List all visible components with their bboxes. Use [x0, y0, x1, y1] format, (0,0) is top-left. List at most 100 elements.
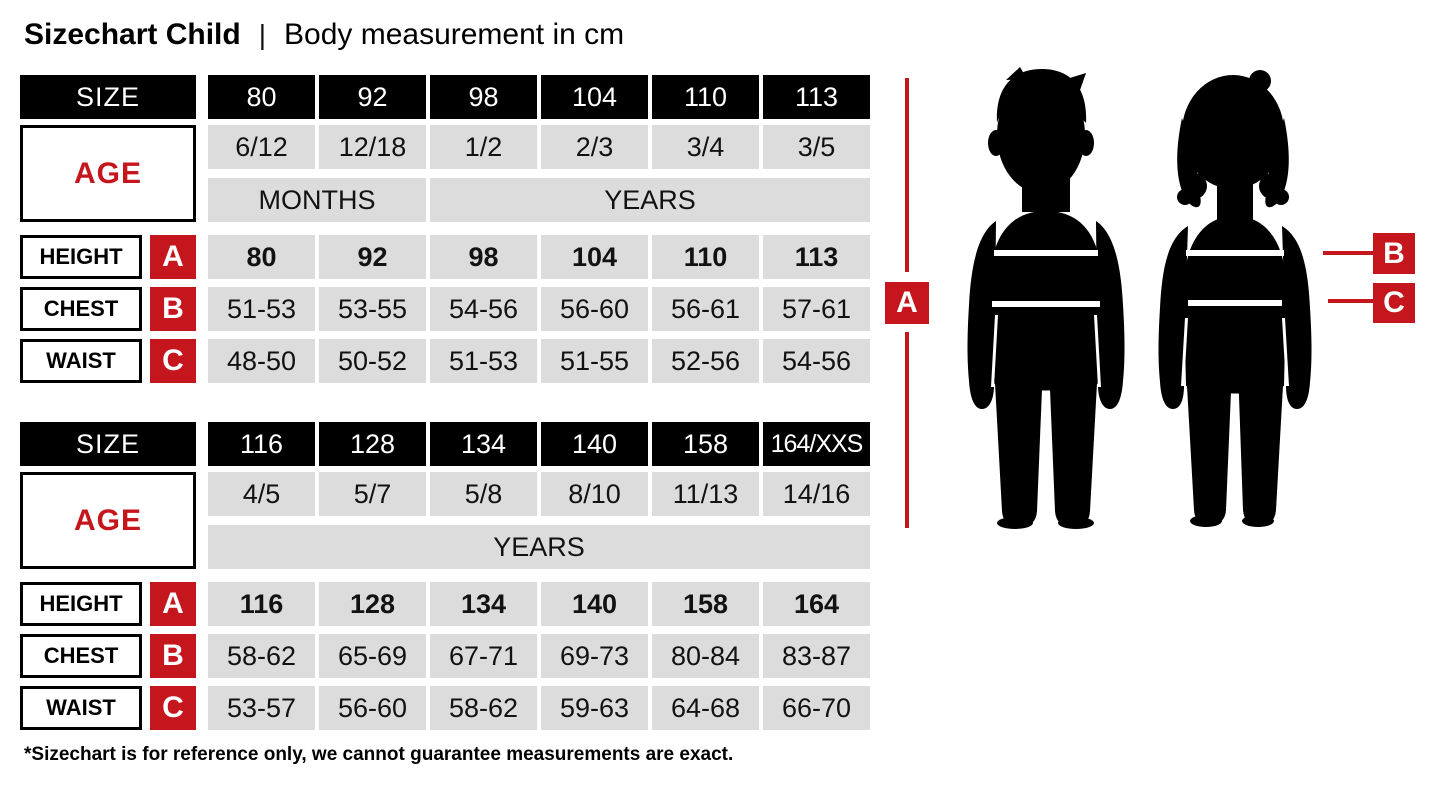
size-header-cell: 92: [319, 75, 426, 119]
waist-cell: 64-68: [652, 686, 759, 730]
chest-cell: 56-61: [652, 287, 759, 331]
height-cell: 164: [763, 582, 870, 626]
age-cell: 3/5: [763, 125, 870, 169]
height-cell: 104: [541, 235, 648, 279]
page-title-subtitle: Body measurement in cm: [284, 18, 625, 51]
page-title: Sizechart Child | Body measurement in cm: [24, 18, 624, 52]
height-cell: 134: [430, 582, 537, 626]
age-cell: 12/18: [319, 125, 426, 169]
height-cell: 113: [763, 235, 870, 279]
marker-b-badge: B: [150, 287, 196, 331]
waist-row-label: WAIST: [20, 686, 142, 730]
title-separator: |: [258, 19, 266, 50]
waist-cell: 51-53: [430, 339, 537, 383]
height-row: HEIGHT A 80 92 98 104 110 113: [20, 235, 880, 279]
chest-cell: 57-61: [763, 287, 870, 331]
size-header-cell: 113: [763, 75, 870, 119]
waist-row: WAIST C 53-57 56-60 58-62 59-63 64-68 66…: [20, 686, 880, 730]
waist-row: WAIST C 48-50 50-52 51-53 51-55 52-56 54…: [20, 339, 880, 383]
size-header-cell: 134: [430, 422, 537, 466]
age-cell: 3/4: [652, 125, 759, 169]
chest-measure-line: [1323, 251, 1373, 255]
chest-cell: 56-60: [541, 287, 648, 331]
marker-b-badge: B: [1373, 233, 1415, 274]
disclaimer-footnote: *Sizechart is for reference only, we can…: [24, 744, 734, 765]
age-units-row: YEARS: [208, 525, 870, 569]
size-header-cell: 128: [319, 422, 426, 466]
age-cell: 11/13: [652, 472, 759, 516]
boy-silhouette-icon: [967, 67, 1125, 529]
chest-cell: 54-56: [430, 287, 537, 331]
height-cell: 128: [319, 582, 426, 626]
marker-c-badge: C: [1373, 283, 1415, 323]
age-cell: 8/10: [541, 472, 648, 516]
sizechart-table-large-sizes: SIZE 116 128 134 140 158 164/XXS AGE 4/5…: [20, 422, 880, 730]
marker-a-badge: A: [885, 282, 929, 324]
chest-cell: 69-73: [541, 634, 648, 678]
height-row-label: HEIGHT: [20, 235, 142, 279]
age-cell: 2/3: [541, 125, 648, 169]
height-row: HEIGHT A 116 128 134 140 158 164: [20, 582, 880, 626]
age-cell: 6/12: [208, 125, 315, 169]
height-cell: 140: [541, 582, 648, 626]
marker-c-badge: C: [150, 686, 196, 730]
height-cell: 80: [208, 235, 315, 279]
marker-c-badge: C: [150, 339, 196, 383]
waist-measure-line: [1328, 299, 1373, 303]
waist-cell: 58-62: [430, 686, 537, 730]
waist-cell: 52-56: [652, 339, 759, 383]
age-row-label: AGE: [20, 125, 196, 222]
chest-cell: 67-71: [430, 634, 537, 678]
waist-cell: 50-52: [319, 339, 426, 383]
size-header-cell: 98: [430, 75, 537, 119]
size-header-cell: 164/XXS: [763, 422, 870, 466]
page-title-main: Sizechart Child: [24, 18, 241, 51]
size-header-cell: 158: [652, 422, 759, 466]
height-measure-line: [905, 78, 909, 272]
height-measure-line: [905, 332, 909, 528]
waist-cell: 48-50: [208, 339, 315, 383]
marker-b-badge: B: [150, 634, 196, 678]
size-row-label: SIZE: [20, 75, 196, 119]
age-rows: AGE 6/12 12/18 1/2 2/3 3/4 3/5 MONTHS YE…: [20, 125, 880, 222]
age-rows: AGE 4/5 5/7 5/8 8/10 11/13 14/16 YEARS: [20, 472, 880, 569]
age-values-row: 6/12 12/18 1/2 2/3 3/4 3/5: [208, 125, 870, 169]
age-row-label: AGE: [20, 472, 196, 569]
age-cell: 5/7: [319, 472, 426, 516]
waist-cell: 59-63: [541, 686, 648, 730]
waist-row-label: WAIST: [20, 339, 142, 383]
size-header-cell: 116: [208, 422, 315, 466]
height-cell: 98: [430, 235, 537, 279]
waist-cell: 56-60: [319, 686, 426, 730]
chest-row: CHEST B 58-62 65-69 67-71 69-73 80-84 83…: [20, 634, 880, 678]
age-units-row: MONTHS YEARS: [208, 178, 870, 222]
sizechart-table-small-sizes: SIZE 80 92 98 104 110 113 AGE 6/12 12/18…: [20, 75, 880, 383]
height-row-label: HEIGHT: [20, 582, 142, 626]
height-cell: 92: [319, 235, 426, 279]
chest-cell: 51-53: [208, 287, 315, 331]
chest-cell: 80-84: [652, 634, 759, 678]
age-cell: 1/2: [430, 125, 537, 169]
waist-cell: 66-70: [763, 686, 870, 730]
size-header-cell: 80: [208, 75, 315, 119]
chest-cell: 58-62: [208, 634, 315, 678]
age-cell: 14/16: [763, 472, 870, 516]
waist-cell: 54-56: [763, 339, 870, 383]
chest-row: CHEST B 51-53 53-55 54-56 56-60 56-61 57…: [20, 287, 880, 331]
chest-row-label: CHEST: [20, 287, 142, 331]
waist-cell: 53-57: [208, 686, 315, 730]
height-cell: 116: [208, 582, 315, 626]
girl-silhouette-icon: [1158, 70, 1312, 527]
marker-a-badge: A: [150, 582, 196, 626]
size-row: SIZE 116 128 134 140 158 164/XXS: [20, 422, 880, 466]
marker-a-badge: A: [150, 235, 196, 279]
age-cell: 5/8: [430, 472, 537, 516]
chest-cell: 53-55: [319, 287, 426, 331]
waist-cell: 51-55: [541, 339, 648, 383]
age-unit-years-cell: YEARS: [208, 525, 870, 569]
size-row-label: SIZE: [20, 422, 196, 466]
age-values-row: 4/5 5/7 5/8 8/10 11/13 14/16: [208, 472, 870, 516]
height-cell: 110: [652, 235, 759, 279]
chest-row-label: CHEST: [20, 634, 142, 678]
height-cell: 158: [652, 582, 759, 626]
